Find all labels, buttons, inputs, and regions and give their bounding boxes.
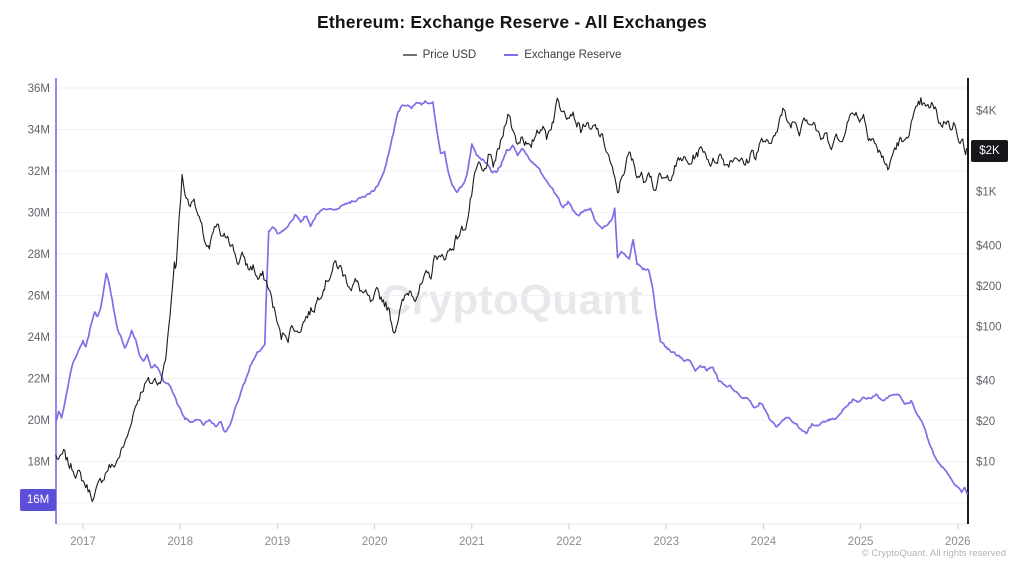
x-axis-tick-label: 2017	[70, 536, 96, 548]
left-axis-tick-label: 34M	[28, 125, 50, 137]
right-axis-tick-label: $1K	[976, 187, 997, 199]
right-axis-tick-label: $20	[976, 416, 995, 428]
left-axis-tick-label: 36M	[28, 83, 50, 95]
legend-item-label: Price USD	[422, 49, 477, 61]
x-axis-tick-label: 2021	[459, 536, 485, 548]
right-axis-tick-label: $4K	[976, 105, 997, 117]
left-axis-tick-label: 30M	[28, 208, 50, 220]
exchange-reserve-line[interactable]	[54, 100, 969, 496]
x-axis-tick-label: 2020	[362, 536, 388, 548]
x-axis-tick-label: 2019	[265, 536, 291, 548]
right-axis-tick-label: $400	[976, 240, 1002, 252]
legend-item-price-usd[interactable]: Price USD	[402, 49, 477, 61]
chart-title: Ethereum: Exchange Reserve - All Exchang…	[317, 12, 707, 32]
price-current-value-badge: $2K	[971, 140, 1008, 162]
left-axis-tick-label: 32M	[28, 166, 50, 178]
left-axis-tick-label: 22M	[28, 374, 50, 386]
x-axis-tick-label: 2018	[167, 536, 193, 548]
x-axis-tick-label: 2025	[848, 536, 874, 548]
right-axis-tick-label: $40	[976, 375, 995, 387]
left-axis-tick-label: 18M	[28, 457, 50, 469]
x-axis-tick-label: 2023	[653, 536, 679, 548]
reserve-current-value-badge: 16M	[20, 489, 56, 511]
legend-item-exchange-reserve[interactable]: Exchange Reserve	[504, 49, 621, 61]
x-axis-tick-label: 2022	[556, 536, 582, 548]
legend-item-label: Exchange Reserve	[524, 49, 622, 61]
x-axis-tick-label: 2024	[751, 536, 777, 548]
exchange-reserve-legend-dash-icon	[504, 54, 519, 56]
left-axis-tick-label: 26M	[28, 291, 50, 303]
cryptoquant-watermark: CryptoQuant	[380, 276, 644, 323]
x-axis-tick-label: 2026	[945, 536, 971, 548]
right-axis-tick-label: $10	[976, 457, 995, 469]
legend: Price USD Exchange Reserve	[0, 49, 1024, 61]
price-usd-line[interactable]	[55, 97, 968, 503]
price-usd-legend-dash-icon	[402, 54, 417, 56]
left-axis-tick-label: 20M	[28, 415, 50, 427]
copyright-notice: © CryptoQuant. All rights reserved	[861, 548, 1006, 559]
right-axis-tick-label: $100	[976, 322, 1002, 334]
right-axis-tick-label: $200	[976, 281, 1002, 293]
left-axis-tick-label: 28M	[28, 249, 50, 261]
left-axis-tick-label: 24M	[28, 332, 50, 344]
